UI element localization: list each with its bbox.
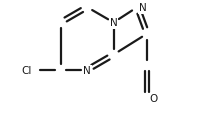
Text: N: N — [139, 3, 146, 13]
Text: Cl: Cl — [21, 66, 32, 76]
Text: N: N — [110, 18, 118, 28]
Text: N: N — [83, 66, 91, 76]
Text: O: O — [149, 94, 157, 104]
